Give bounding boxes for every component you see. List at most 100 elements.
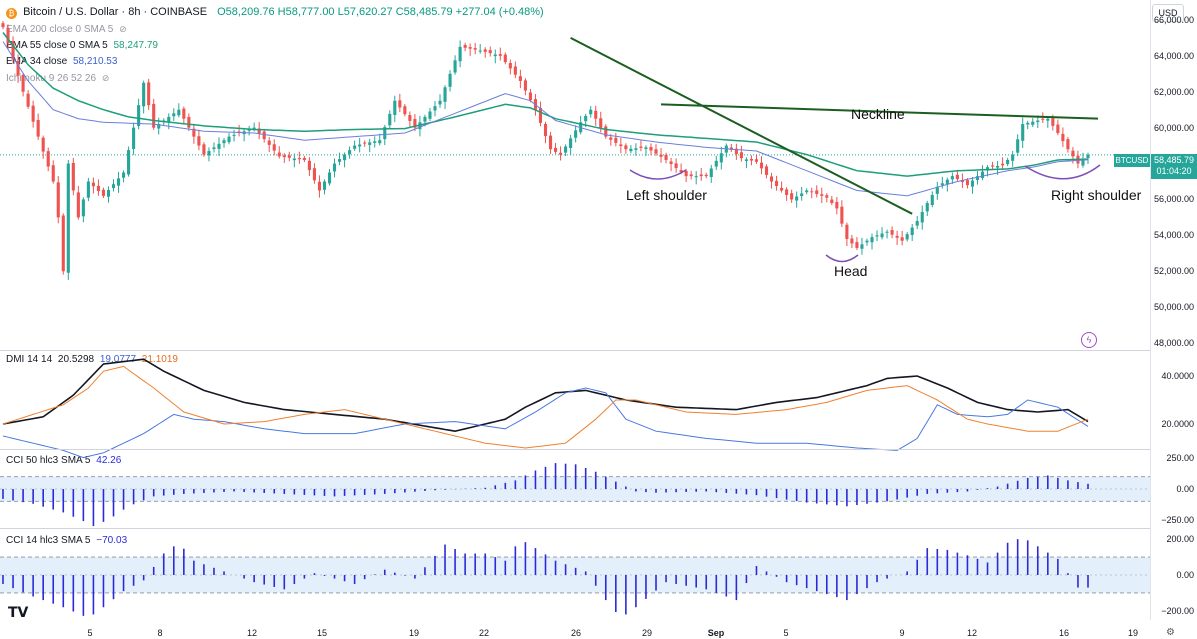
candle-body <box>111 184 116 189</box>
candle-body <box>142 82 146 107</box>
chart-header: ₿ Bitcoin / U.S. Dollar · 8h · COINBASE … <box>6 6 547 19</box>
candle-body <box>61 215 65 272</box>
candle-body <box>287 155 291 158</box>
neckline-label: Neckline <box>851 106 905 122</box>
candle-body <box>589 109 593 115</box>
x-tick-label: 15 <box>316 628 328 638</box>
y-tick-label: 56,000.00 <box>1153 194 1194 205</box>
x-tick-label: 12 <box>966 628 978 638</box>
hidden-eye-icon[interactable]: ⊘ <box>119 24 127 34</box>
candle-body <box>599 118 603 128</box>
candle-body <box>714 160 718 167</box>
legend-cci50[interactable]: CCI 50 hlc3 SMA 5 42.26 <box>6 455 122 466</box>
y-tick-label: 62,000.00 <box>1153 86 1194 97</box>
pane-separator[interactable] <box>0 528 1197 529</box>
candle-body <box>353 145 357 149</box>
legend-dmi[interactable]: DMI 14 14 20.5298 19.0777 21.1019 <box>6 354 178 365</box>
legend-cci14[interactable]: CCI 14 hlc3 SMA 5 −70.03 <box>6 535 128 546</box>
candle-body <box>759 162 764 169</box>
candle-body <box>508 63 512 69</box>
y-tick-label: 200.00 <box>1166 534 1194 545</box>
price-axis[interactable] <box>1150 0 1197 620</box>
candle-body <box>71 162 75 191</box>
y-tick-label: 250.00 <box>1166 453 1194 464</box>
x-tick-label: 8 <box>157 628 163 638</box>
ohlc-readout: O58,209.76 H58,777.00 L57,620.27 C58,485… <box>217 6 544 18</box>
right-shoulder-label: Right shoulder <box>1051 187 1142 203</box>
legend-ema200[interactable]: EMA 200 close 0 SMA 5 ⊘ <box>6 24 127 35</box>
chart-canvas[interactable] <box>0 0 1150 639</box>
candle-body <box>202 144 206 155</box>
cci50-pane <box>0 463 1150 526</box>
candle-body <box>584 115 588 122</box>
y-tick-label: 66,000.00 <box>1153 14 1194 25</box>
pane-separator[interactable] <box>0 449 1197 450</box>
candle-body <box>363 142 367 144</box>
gear-icon[interactable]: ⚙ <box>1166 627 1175 638</box>
candle-body <box>614 137 618 143</box>
candle-body <box>458 46 462 62</box>
candle-body <box>443 87 447 102</box>
candle-body <box>1031 121 1035 125</box>
currency-selector[interactable]: USD <box>1152 4 1184 22</box>
candle-body <box>669 161 673 165</box>
candle-body <box>473 48 477 50</box>
candle-body <box>232 134 236 136</box>
candle-body <box>604 126 608 137</box>
candle-body <box>960 179 964 183</box>
candle-body <box>36 119 40 137</box>
dmi-plus-value: 19.0777 <box>99 354 137 365</box>
candle-body <box>800 193 804 197</box>
dmi-adx-value: 20.5298 <box>57 354 95 365</box>
dmi-minus-line <box>2 365 1089 449</box>
candle-body <box>644 147 648 149</box>
candle-body <box>31 105 35 122</box>
x-tick-label: Sep <box>707 628 725 638</box>
candle-body <box>453 60 457 73</box>
candle-body <box>719 153 723 163</box>
candle-body <box>227 136 231 143</box>
candle-body <box>965 180 970 186</box>
candle-body <box>885 231 889 233</box>
candle-body <box>785 189 789 195</box>
candle-body <box>413 118 417 128</box>
head-label: Head <box>834 263 868 279</box>
candle-body <box>875 235 879 237</box>
hidden-eye-icon[interactable]: ⊘ <box>101 73 110 83</box>
tradingview-logo-icon[interactable]: 𝗧𝗩 <box>8 604 29 620</box>
candle-body <box>1011 154 1015 161</box>
legend-ichimoku[interactable]: Ichimoku 9 26 52 26 ⊘ <box>6 73 110 84</box>
candle-body <box>729 147 733 150</box>
candle-body <box>538 107 543 123</box>
candle-body <box>378 140 382 144</box>
candle-body <box>900 237 904 241</box>
candle-body <box>594 110 598 119</box>
candle-body <box>1051 118 1055 126</box>
candle-body <box>11 41 15 60</box>
candle-body <box>327 172 332 184</box>
lightning-icon[interactable]: ϟ <box>1081 332 1097 348</box>
candle-body <box>634 148 638 150</box>
symbol-title[interactable]: Bitcoin / U.S. Dollar · 8h · COINBASE <box>23 6 208 18</box>
y-tick-label: 50,000.00 <box>1153 302 1194 313</box>
pane-separator[interactable] <box>0 350 1197 351</box>
candle-body <box>383 127 387 140</box>
x-tick-label: 19 <box>1127 628 1139 638</box>
candle-body <box>548 135 553 150</box>
candle-body <box>1086 154 1090 159</box>
dmi-minus-value: 21.1019 <box>141 354 178 365</box>
candle-body <box>187 116 191 128</box>
right-shoulder-arc <box>1024 164 1101 180</box>
candle-body <box>498 54 502 56</box>
candle-body <box>1001 163 1005 166</box>
candle-body <box>463 44 467 48</box>
candle-body <box>609 137 613 140</box>
legend-ema55[interactable]: EMA 55 close 0 SMA 5 58,247.79 <box>6 40 158 51</box>
candle-body <box>513 66 517 75</box>
candle-body <box>975 176 980 180</box>
candle-body <box>744 159 748 161</box>
candle-body <box>518 76 522 81</box>
legend-ema34[interactable]: EMA 34 close 58,210.53 <box>6 56 118 67</box>
candle-body <box>81 199 85 217</box>
candle-body <box>619 144 623 147</box>
